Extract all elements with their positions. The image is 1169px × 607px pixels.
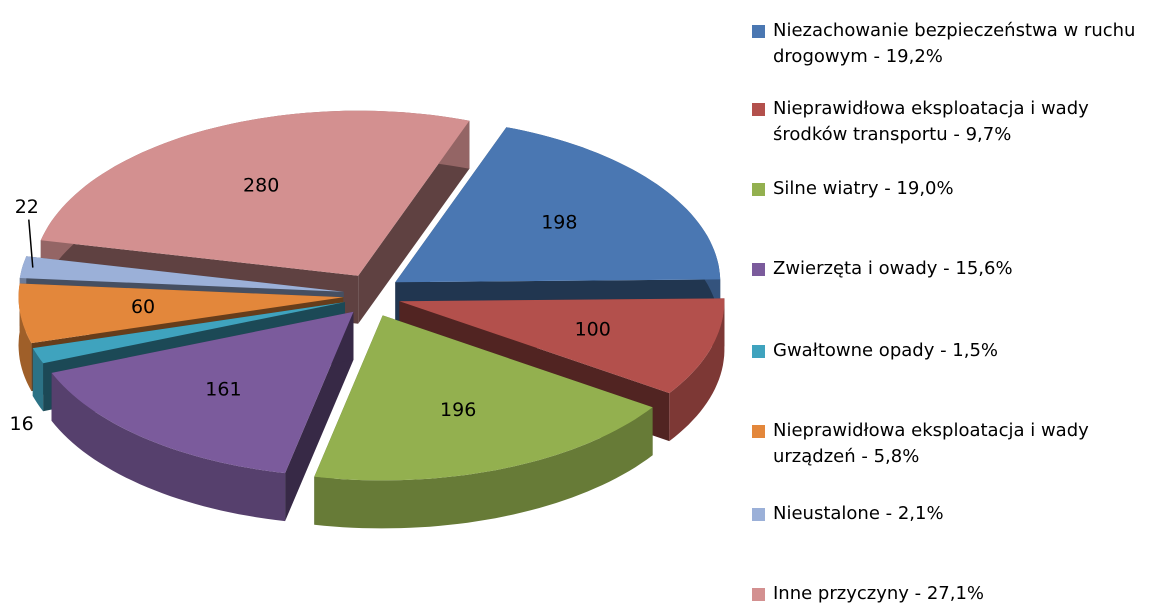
legend-label: Nieprawidłowa eksploatacja i wady urządz… <box>773 420 1089 467</box>
legend-swatch <box>752 25 765 38</box>
data-label: 100 <box>575 319 611 341</box>
legend-item: Nieprawidłowa eksploatacja i wady urządz… <box>752 418 1165 470</box>
data-label: 60 <box>131 296 155 318</box>
data-label: 198 <box>541 211 577 233</box>
legend-label: Nieprawidłowa eksploatacja i wady środkó… <box>773 98 1089 145</box>
legend-item: Silne wiatry - 19,0% <box>752 176 1165 202</box>
slice-top <box>32 302 345 364</box>
legend-swatch <box>752 103 765 116</box>
slice-top <box>18 283 344 344</box>
legend-item: Inne przyczyny - 27,1% <box>752 581 1165 607</box>
slice-side <box>285 311 354 522</box>
slice-wall <box>32 348 44 412</box>
legend-item: Nieustalone - 2,1% <box>752 501 1165 527</box>
legend-label: Nieustalone - 2,1% <box>773 503 944 524</box>
legend-swatch <box>752 263 765 276</box>
legend-label: Gwałtowne opady - 1,5% <box>773 340 999 361</box>
data-label: 161 <box>205 378 241 400</box>
legend-label: Silne wiatry - 19,0% <box>773 178 954 199</box>
chart: 280 198 22 60 100 16 161 196 <box>10 110 725 529</box>
slice-wall <box>669 298 725 442</box>
slice <box>51 311 354 522</box>
data-label: 16 <box>10 413 34 435</box>
slice <box>314 315 653 529</box>
data-label: 22 <box>15 196 39 218</box>
slice-side <box>358 120 470 324</box>
legend-item: Niezachowanie bezpieczeństwa w ruchu dro… <box>752 18 1165 70</box>
legend-item: Zwierzęta i owady - 15,6% <box>752 256 1165 282</box>
data-label: 196 <box>440 399 476 421</box>
legend-swatch <box>752 425 765 438</box>
slice-top <box>399 298 725 394</box>
legend-swatch <box>752 183 765 196</box>
legend-label: Zwierzęta i owady - 15,6% <box>773 258 1013 279</box>
slice-wall <box>51 372 286 522</box>
slice-top <box>19 256 344 292</box>
leader-line <box>28 219 34 268</box>
data-label: 280 <box>243 175 279 197</box>
legend-item: Gwałtowne opady - 1,5% <box>752 338 1165 364</box>
slice-top <box>395 127 721 283</box>
legend-swatch <box>752 588 765 601</box>
slice-top <box>40 110 470 276</box>
slice-wall <box>18 283 32 392</box>
legend-item: Nieprawidłowa eksploatacja i wady środkó… <box>752 96 1165 148</box>
legend-swatch <box>752 508 765 521</box>
slice-top <box>51 311 354 474</box>
legend-label: Niezachowanie bezpieczeństwa w ruchu dro… <box>773 20 1136 67</box>
legend-label: Inne przyczyny - 27,1% <box>773 583 985 604</box>
slice-top <box>314 315 653 481</box>
legend-swatch <box>752 345 765 358</box>
slice-wall <box>314 407 653 529</box>
